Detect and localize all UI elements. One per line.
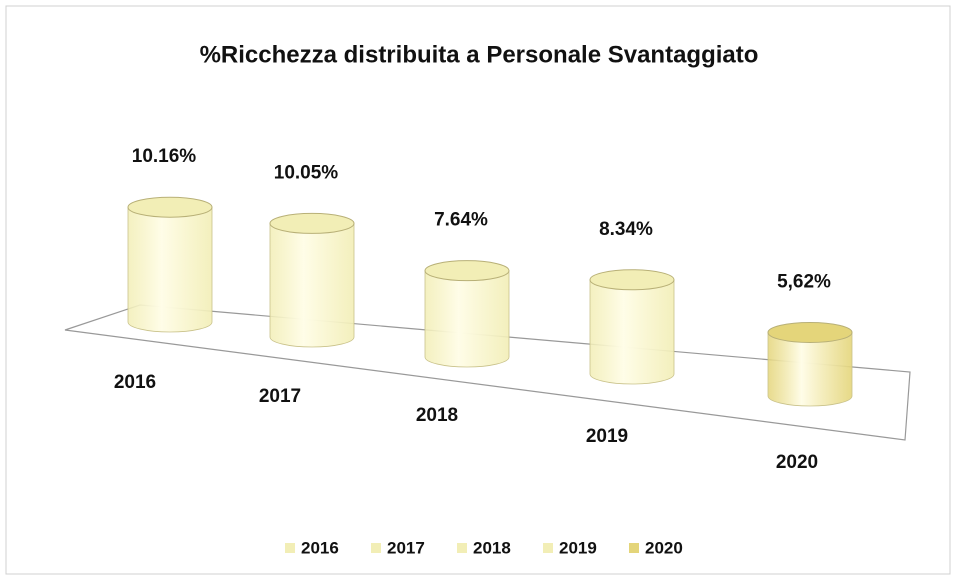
cylinder-top [269,212,355,234]
legend-label: 2020 [645,538,683,557]
value-label: 10.16% [132,146,197,167]
chart-title: %Ricchezza distribuita a Personale Svant… [200,41,759,68]
cylinder-bar [269,223,355,348]
cylinder-top [589,269,675,291]
cylinder-top [424,260,510,282]
cylinder-bar [589,279,675,385]
cylinder-bar [127,206,213,333]
value-label: 10.05% [274,162,339,183]
legend-swatch [457,543,467,553]
legend-label: 2017 [387,538,425,557]
x-tick-label: 2020 [776,452,818,473]
legend-swatch [629,543,639,553]
legend-swatch [371,543,381,553]
legend-label: 2016 [301,538,339,557]
value-label: 7.64% [434,210,488,231]
x-tick-label: 2017 [259,386,301,407]
x-tick-label: 2018 [416,405,458,426]
value-label: 8.34% [599,219,653,240]
value-label: 5,62% [777,272,831,293]
cylinder-bar [767,332,853,407]
x-tick-label: 2016 [114,372,156,393]
cylinder-top [767,321,853,343]
legend-swatch [543,543,553,553]
cylinder-bar [424,270,510,368]
legend-label: 2018 [473,538,511,557]
legend-label: 2019 [559,538,597,557]
legend-swatch [285,543,295,553]
x-tick-label: 2019 [586,426,628,447]
cylinder-top [127,196,213,218]
